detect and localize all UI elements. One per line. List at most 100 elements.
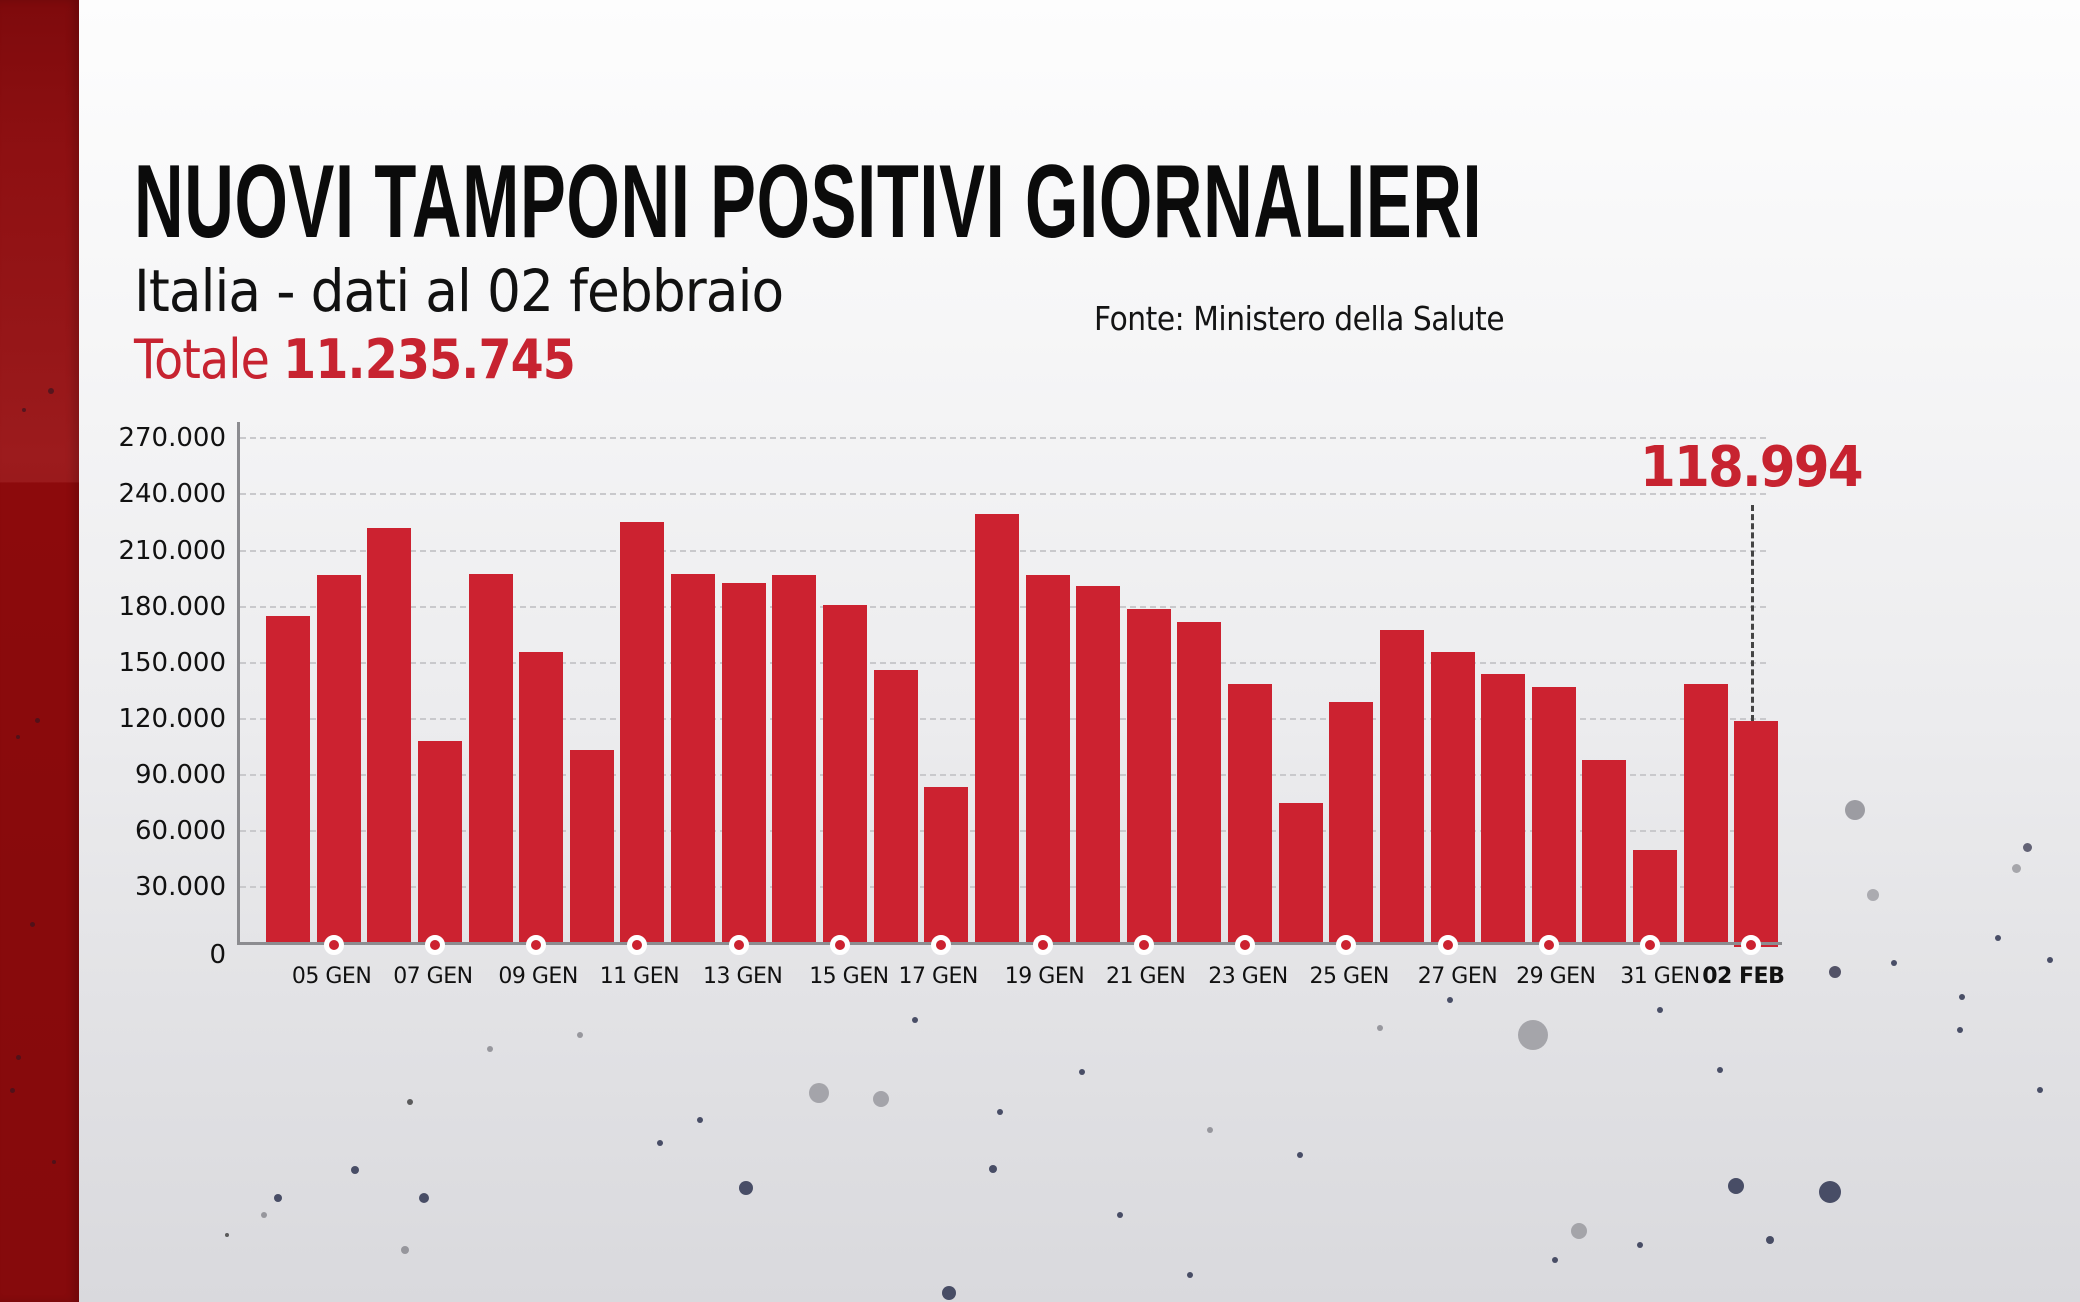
decorative-dot [697, 1117, 703, 1123]
y-tick-label: 270.000 [118, 423, 226, 454]
bar [1379, 630, 1424, 944]
bar [671, 573, 715, 944]
decorative-dot [1867, 889, 1879, 901]
bar [822, 605, 867, 944]
x-tick-label: 23 GEN [1208, 964, 1288, 989]
decorative-dot [989, 1165, 997, 1173]
source-note: Fonte: Ministero della Salute [1094, 299, 1505, 338]
chart-subtitle: Italia - dati al 02 febbraio [134, 257, 784, 325]
y-tick-label: 120.000 [118, 703, 226, 734]
decorative-dot [1657, 1007, 1663, 1013]
decorative-dot [997, 1109, 1003, 1115]
x-tick-dot [323, 935, 344, 955]
y-tick-label: 150.000 [118, 647, 226, 678]
y-tick-label: 90.000 [135, 760, 226, 791]
bar [1076, 585, 1121, 944]
y-axis-line [237, 422, 240, 945]
bar [1683, 683, 1728, 944]
decorative-dot [261, 1212, 267, 1218]
y-tick-label: 0 [209, 940, 226, 971]
x-tick-dot [1741, 935, 1762, 955]
decorative-dot [1079, 1069, 1085, 1075]
x-tick-dot [1133, 935, 1154, 955]
decorative-dot [1728, 1178, 1744, 1194]
bar [1329, 701, 1374, 944]
bar [1481, 673, 1526, 944]
callout-dashed-line [1751, 505, 1754, 721]
x-axis-line [237, 942, 1782, 945]
bar [1228, 683, 1272, 944]
x-tick-dot [728, 935, 749, 955]
decorative-dot [274, 1194, 282, 1202]
x-tick-dot [1437, 935, 1458, 955]
x-tick-dot [424, 935, 445, 955]
decorative-dot [35, 718, 40, 723]
x-tick-dot [1538, 935, 1559, 955]
decorative-dot [1207, 1127, 1213, 1133]
decorative-dot [22, 408, 26, 412]
bar [569, 749, 614, 944]
y-tick-label: 210.000 [118, 535, 226, 566]
bar [1278, 802, 1323, 944]
gridline [240, 493, 1766, 496]
decorative-dot [1187, 1272, 1193, 1278]
decorative-dot [2022, 842, 2032, 852]
decorative-dot [1117, 1212, 1123, 1218]
y-tick-label: 60.000 [135, 816, 226, 847]
decorative-dot [407, 1099, 413, 1105]
x-tick-dot [1235, 935, 1255, 955]
gridline [240, 437, 1766, 440]
decorative-dot [1518, 1020, 1548, 1050]
bar [367, 528, 412, 944]
decorative-dot [873, 1091, 889, 1107]
decorative-dot [225, 1233, 229, 1237]
y-tick-label: 30.000 [135, 872, 226, 903]
decorative-dot [1957, 1027, 1963, 1033]
decorative-dot [577, 1032, 583, 1038]
decorative-dot [1637, 1242, 1643, 1248]
x-tick-label: 11 GEN [599, 964, 680, 989]
total-label: Totale [134, 328, 270, 391]
bar [1126, 608, 1171, 944]
x-tick-dot [526, 935, 547, 955]
decorative-dot [351, 1166, 359, 1174]
decorative-dot [2037, 1087, 2043, 1093]
decorative-dot [1995, 935, 2001, 941]
x-tick-label: 21 GEN [1105, 964, 1186, 989]
bar [1633, 849, 1677, 944]
bar [721, 582, 766, 944]
y-tick-label: 240.000 [118, 479, 226, 510]
x-tick-label: 02 FEB [1702, 964, 1785, 989]
decorative-dot [1891, 960, 1897, 966]
total-line: Totale 11.235.745 [134, 333, 576, 387]
x-tick-dot [1640, 935, 1660, 955]
decorative-dot [1766, 1236, 1774, 1244]
decorative-dot [1297, 1152, 1303, 1158]
callout-value: 118.994 [1640, 435, 1864, 500]
decorative-dot [48, 388, 54, 394]
bar [519, 652, 564, 944]
bar [1734, 720, 1779, 948]
bar [974, 513, 1019, 944]
red-side-band [0, 0, 79, 1302]
x-tick-label: 25 GEN [1309, 964, 1389, 989]
bar [1430, 652, 1475, 944]
x-tick-label: 15 GEN [809, 964, 889, 989]
x-tick-label: 19 GEN [1004, 964, 1085, 989]
decorative-dot [1447, 997, 1453, 1003]
chart-title: NUOVI TAMPONI POSITIVI GIORNALIERI [134, 144, 1483, 260]
decorative-dot [1819, 1181, 1841, 1203]
decorative-dot [1845, 800, 1865, 820]
bar [1582, 759, 1627, 944]
x-tick-label: 09 GEN [498, 964, 578, 989]
decorative-dot [10, 1088, 15, 1093]
decorative-dot [739, 1181, 753, 1195]
decorative-dot [912, 1017, 918, 1023]
bar [924, 786, 969, 944]
bar [620, 521, 665, 944]
decorative-dot [1959, 994, 1965, 1000]
x-tick-label: 17 GEN [898, 964, 978, 989]
x-tick-label: 05 GEN [291, 964, 372, 989]
bar [1177, 621, 1222, 944]
